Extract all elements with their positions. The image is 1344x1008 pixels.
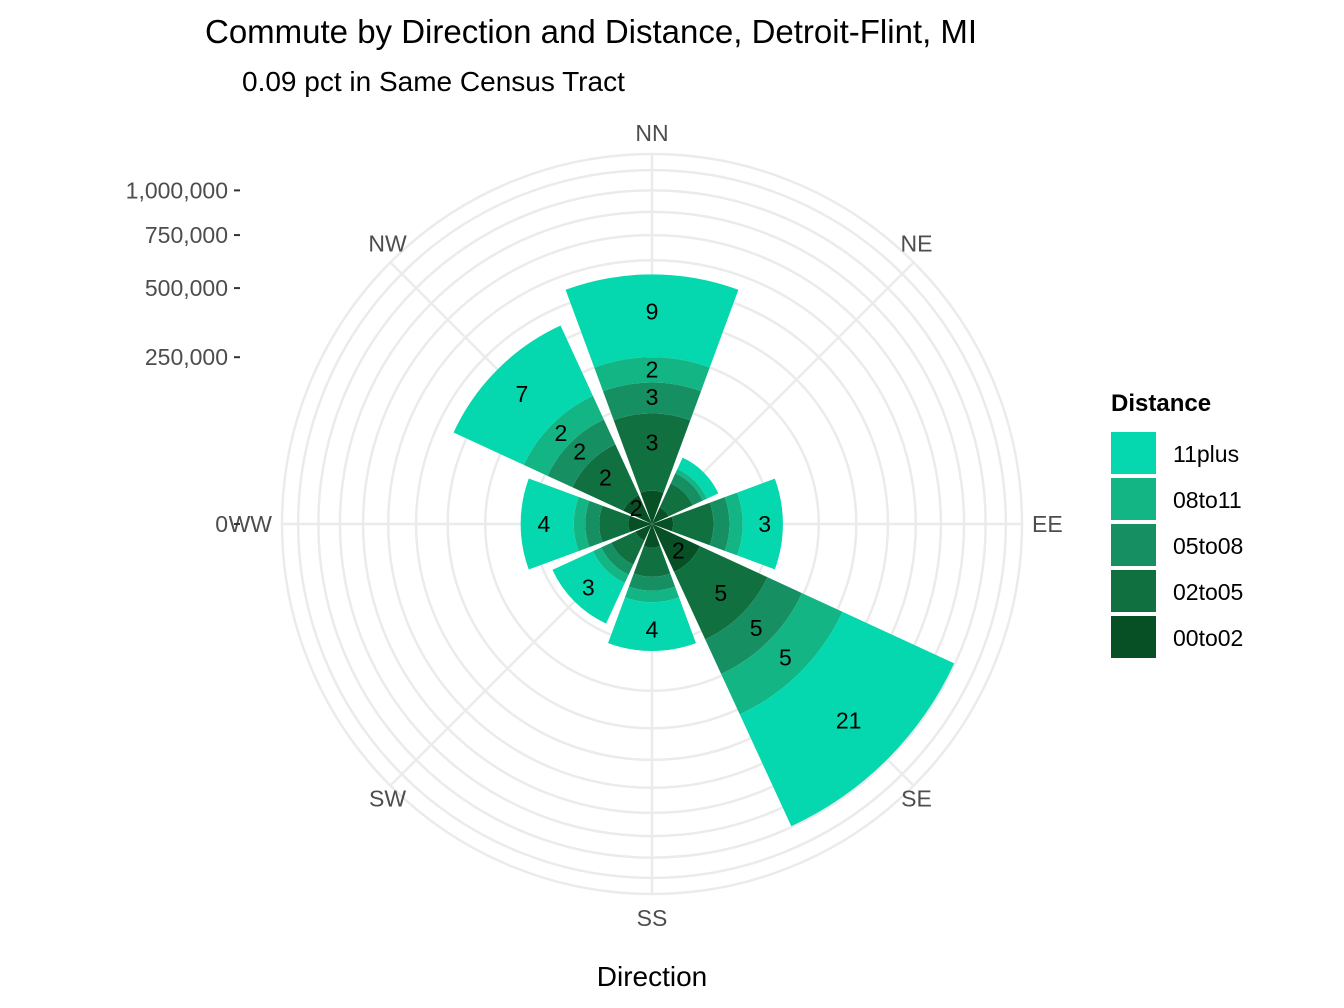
segment-label: 2	[555, 420, 568, 446]
segment-label: 2	[630, 495, 643, 521]
segment-label: 2	[573, 439, 586, 465]
segment-label: 3	[646, 384, 659, 410]
segment-label: 2	[646, 356, 659, 382]
legend: Distance 11plus 08to11 05to08 02to05 00to02	[1111, 390, 1243, 658]
bar-segment-02to05-WW	[599, 505, 630, 543]
legend-label-00to02: 00to02	[1173, 625, 1243, 651]
bar-segment-02to05-NE	[659, 483, 693, 517]
segment-label: 2	[599, 464, 612, 490]
segment-label: 7	[516, 381, 529, 407]
segment-label: 3	[646, 429, 659, 455]
legend-swatch-00to02	[1111, 616, 1156, 658]
legend-title: Distance	[1111, 390, 1211, 417]
segment-label: 4	[646, 616, 659, 642]
bar-segment-05to08-SE	[705, 577, 802, 674]
bar-segment-00to02-NW	[623, 495, 652, 524]
bar-segment-08to11-EE	[724, 492, 743, 556]
y-tick-label: 250,000	[145, 344, 228, 370]
chart-subtitle: 0.09 pct in Same Census Tract	[242, 66, 625, 97]
legend-label-11plus: 11plus	[1173, 441, 1239, 467]
bar-segment-05to08-NW	[547, 419, 616, 488]
legend-label-02to05: 02to05	[1173, 579, 1243, 605]
segment-label: 5	[714, 580, 727, 606]
bar-segment-11plus-EE	[737, 478, 783, 570]
segment-label: 5	[750, 615, 763, 641]
bar-segment-00to02-SE	[652, 524, 700, 572]
bar-segment-08to11-NN	[594, 357, 710, 392]
direction-label-NE: NE	[900, 231, 932, 257]
y-tick-label: 1,000,000	[126, 177, 228, 203]
legend-swatch-08to11	[1111, 478, 1156, 520]
bar-segment-00to02-SW	[635, 524, 652, 541]
bar-segment-05to08-SW	[601, 542, 634, 575]
bar-segment-08to11-NW	[523, 395, 604, 476]
legend-swatch-05to08	[1111, 524, 1156, 566]
direction-label-SE: SE	[901, 785, 932, 811]
segment-label: 2	[672, 537, 685, 563]
segment-label: 21	[836, 708, 862, 734]
direction-label-NW: NW	[368, 231, 407, 257]
bar-segment-05to08-NN	[603, 382, 701, 421]
chart-title: Commute by Direction and Distance, Detro…	[205, 13, 977, 50]
bar-segment-00to02-EE	[652, 516, 674, 532]
bar-segment-02to05-NW	[572, 444, 639, 511]
segment-label: 3	[758, 511, 771, 537]
bar-segment-11plus-NN	[565, 274, 739, 368]
radial-axis: 0 250,000 500,000 750,000 1,000,000	[126, 177, 240, 537]
bar-segment-08to11-SS	[624, 586, 680, 603]
bar-segment-02to05-EE	[671, 502, 714, 546]
direction-label-NN: NN	[635, 120, 668, 146]
bar-segment-08to11-WW	[573, 496, 590, 552]
bar-segment-05to08-WW	[585, 500, 603, 548]
direction-label-SS: SS	[637, 905, 668, 931]
bar-segment-02to05-SE	[674, 546, 768, 640]
bar-segment-02to05-NN	[613, 413, 691, 493]
bar-segment-00to02-WW	[628, 515, 652, 533]
legend-swatch-02to05	[1111, 570, 1156, 612]
bar-segment-05to08-EE	[709, 497, 730, 551]
bar-segment-08to11-NE	[675, 468, 708, 501]
bar-segment-02to05-SW	[611, 531, 645, 565]
legend-label-08to11: 08to11	[1173, 487, 1242, 513]
bar-segment-11plus-SW	[552, 551, 625, 624]
bar-segments	[453, 274, 955, 827]
legend-label-05to08: 05to08	[1173, 533, 1243, 559]
legend-swatch-11plus	[1111, 432, 1156, 474]
bar-segment-11plus-NE	[677, 457, 719, 499]
bar-segment-11plus-WW	[520, 478, 579, 570]
bar-segment-00to02-NE	[652, 507, 669, 524]
bar-segment-11plus-SS	[608, 597, 696, 652]
y-tick-label: 750,000	[145, 222, 228, 248]
segment-label: 9	[646, 299, 659, 325]
segment-label: 5	[779, 644, 792, 670]
segment-label: 3	[582, 575, 595, 601]
bar-segment-05to08-SS	[628, 573, 676, 591]
bar-segment-00to02-NN	[640, 490, 664, 524]
bar-segment-08to11-SE	[721, 593, 843, 715]
direction-label-EE: EE	[1032, 511, 1063, 537]
direction-label-SW: SW	[369, 785, 406, 811]
bar-segment-02to05-SS	[633, 546, 671, 577]
bar-segment-00to02-SS	[643, 524, 661, 548]
y-tick-label: 0	[215, 511, 228, 537]
bar-segment-08to11-SW	[592, 547, 629, 584]
bar-segment-05to08-NE	[670, 473, 703, 506]
x-axis-title: Direction	[597, 961, 707, 992]
segment-label: 4	[537, 511, 550, 537]
bar-segment-11plus-NW	[453, 325, 593, 465]
bar-segment-11plus-SE	[739, 611, 955, 827]
y-tick-label: 500,000	[145, 275, 228, 301]
